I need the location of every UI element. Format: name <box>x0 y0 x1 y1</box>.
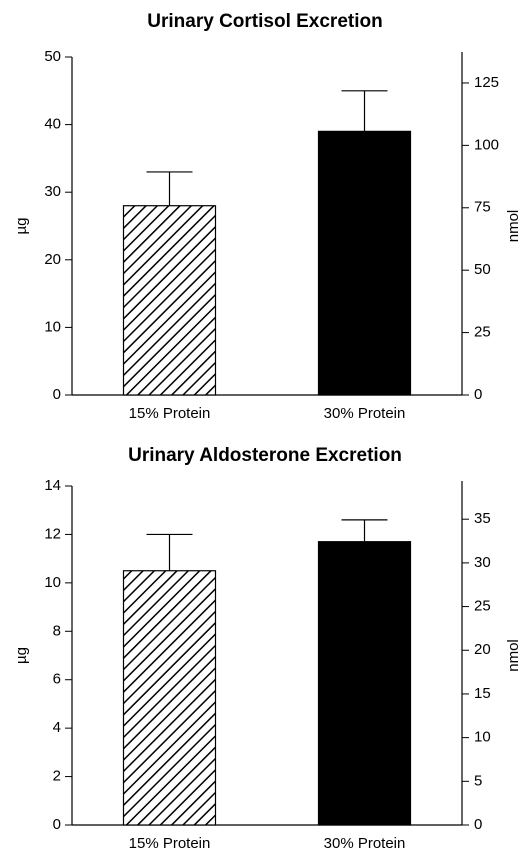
y2-tick-label: 20 <box>474 641 491 658</box>
y2-tick-label: 125 <box>474 74 499 91</box>
chart-title: Urinary Aldosterone Excretion <box>128 445 402 466</box>
y-tick-label: 2 <box>53 768 61 785</box>
y-tick-label: 14 <box>44 477 61 494</box>
y2-tick-label: 50 <box>474 261 491 278</box>
y-tick-label: 20 <box>44 251 61 268</box>
y-tick-label: 40 <box>44 116 61 133</box>
y2-tick-label: 0 <box>474 386 482 403</box>
y2-tick-label: 35 <box>474 510 491 527</box>
y2-tick-label: 0 <box>474 816 482 833</box>
y-tick-label: 30 <box>44 183 61 200</box>
y-tick-label: 8 <box>53 622 61 639</box>
y2-tick-label: 30 <box>474 554 491 571</box>
y-tick-label: 10 <box>44 318 61 335</box>
y2-tick-label: 25 <box>474 324 491 341</box>
bar <box>122 205 217 396</box>
x-tick-label: 15% Protein <box>129 835 211 852</box>
y2-axis-label: nmol <box>505 210 522 243</box>
y2-axis-label: nmol <box>505 639 522 672</box>
y2-tick-label: 5 <box>474 772 482 789</box>
x-tick-label: 30% Protein <box>324 835 406 852</box>
x-tick-label: 30% Protein <box>324 405 406 422</box>
x-tick-label: 15% Protein <box>129 405 211 422</box>
y2-tick-label: 15 <box>474 685 491 702</box>
y-tick-label: 4 <box>53 719 61 736</box>
bar <box>122 570 217 826</box>
y2-tick-label: 10 <box>474 729 491 746</box>
y2-tick-label: 25 <box>474 598 491 615</box>
y-tick-label: 6 <box>53 671 61 688</box>
bar <box>317 541 412 826</box>
y-tick-label: 10 <box>44 574 61 591</box>
y2-tick-label: 75 <box>474 199 491 216</box>
y2-tick-label: 100 <box>474 136 499 153</box>
chart-title: Urinary Cortisol Excretion <box>147 11 382 32</box>
y-tick-label: 12 <box>44 525 61 542</box>
y-axis-label: µg <box>13 218 30 235</box>
bar <box>317 130 412 396</box>
y-axis-label: µg <box>13 647 30 664</box>
y-tick-label: 0 <box>53 816 61 833</box>
y-tick-label: 50 <box>44 48 61 65</box>
y-tick-label: 0 <box>53 386 61 403</box>
